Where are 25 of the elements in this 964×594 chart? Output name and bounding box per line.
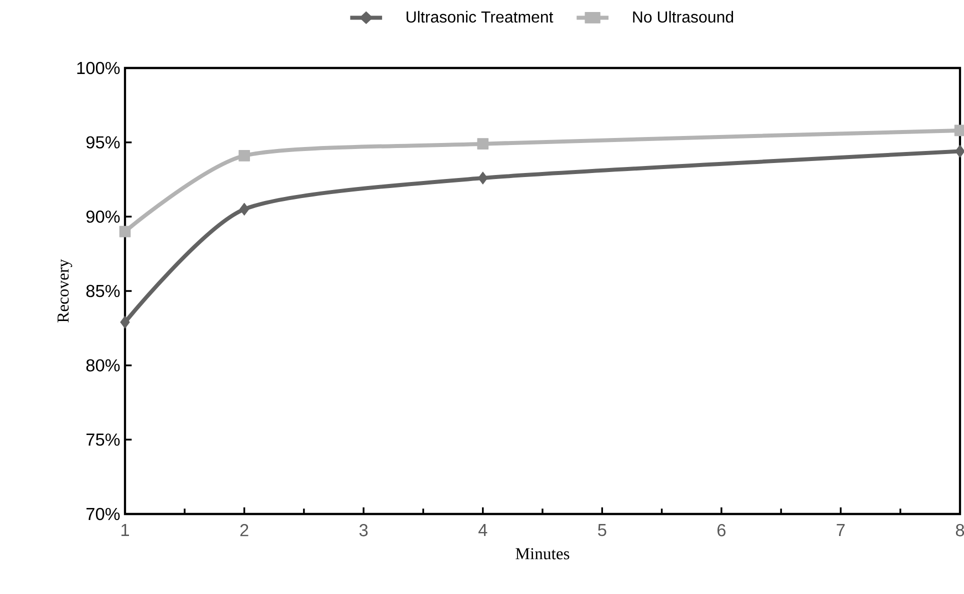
y-tick-label: 100% [77,62,120,74]
x-tick-label: 1 [122,524,129,536]
point [120,316,130,329]
point [238,150,250,162]
x-tick-label: 6 [717,524,726,536]
point [477,138,489,150]
x-axis-title: Minutes [516,548,570,560]
point [478,172,488,184]
y-tick-label: 80% [86,359,120,372]
x-tick-label: 4 [478,524,488,536]
y-tick-label: 70% [86,508,120,520]
x-tick-label: 7 [836,524,845,536]
y-axis-title: Recovery [58,259,72,322]
x-tick-label: 2 [240,524,248,536]
legend-label: No Ultrasound [633,10,734,23]
y-tick-label: 85% [86,284,120,298]
y-tick-label: 90% [86,210,120,223]
point [119,226,131,238]
y-tick-label: 75% [86,434,120,446]
point [239,202,250,216]
legend-label: Ultrasonic Treatment [406,10,554,23]
x-tick-label: 5 [598,524,606,536]
x-tick-label: 3 [359,524,368,536]
x-tick-label: 8 [956,524,964,536]
y-tick-label: 95% [86,136,120,148]
